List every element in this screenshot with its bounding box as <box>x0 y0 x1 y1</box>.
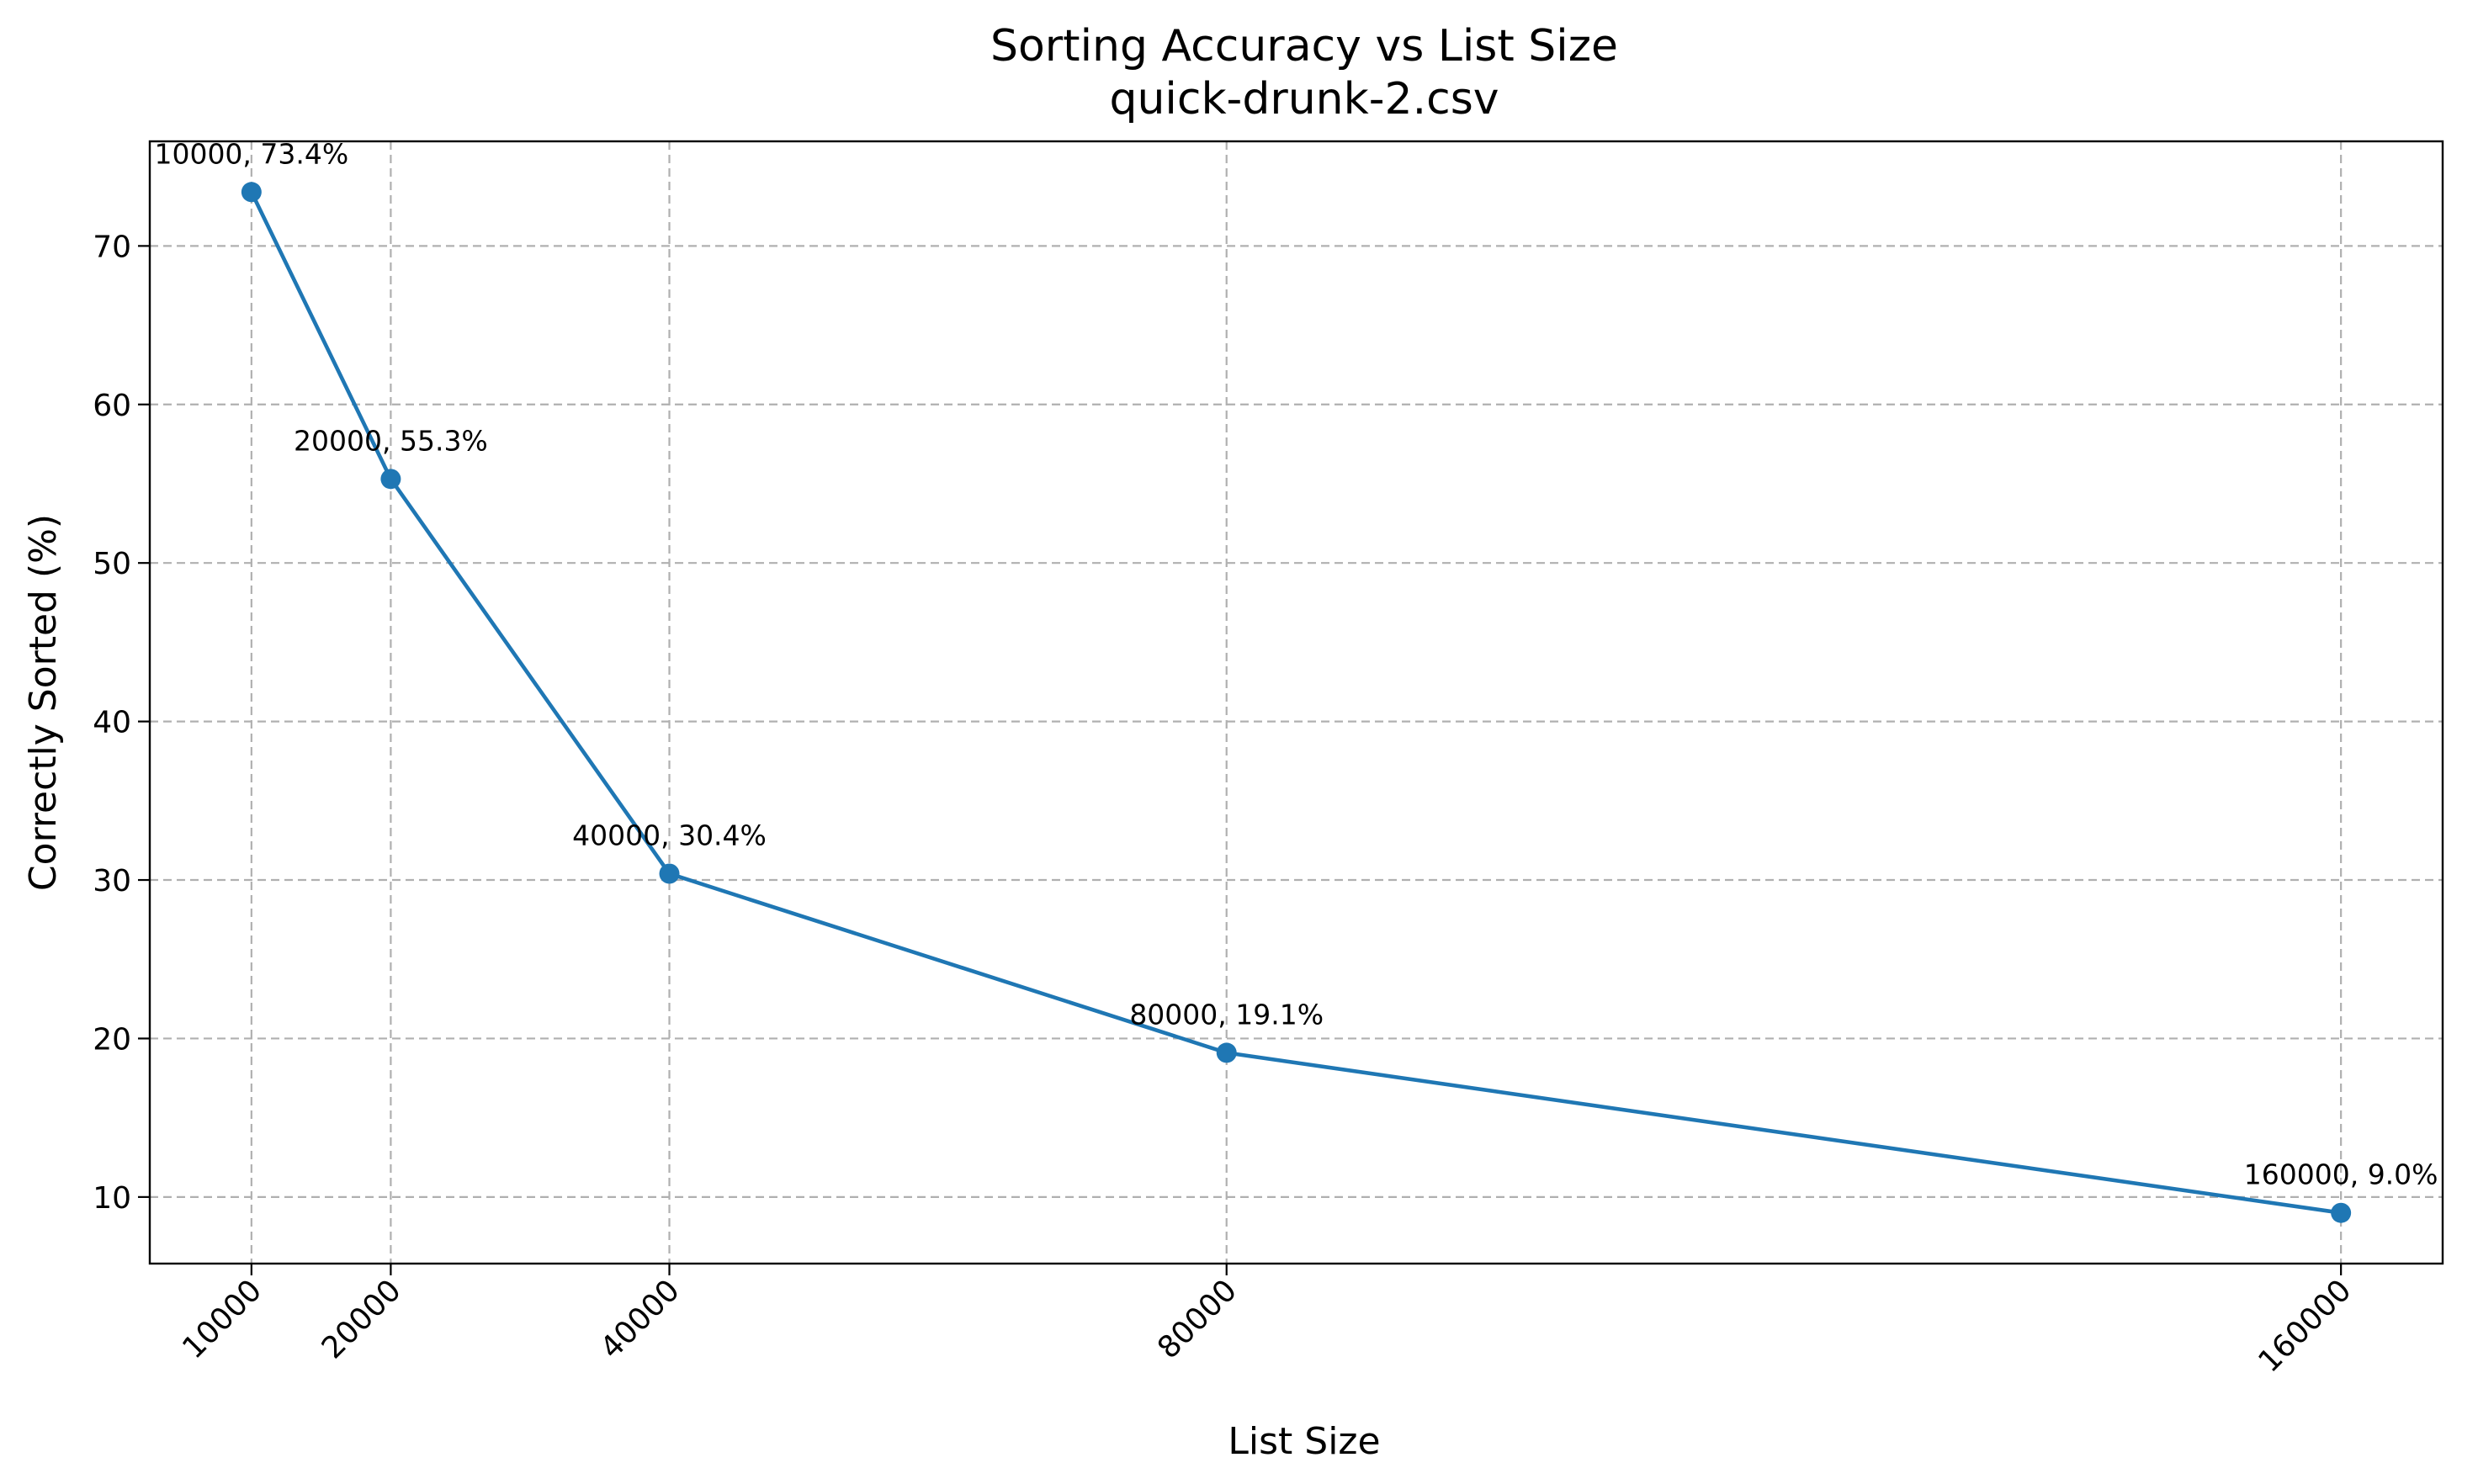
data-label: 40000, 30.4% <box>572 819 767 851</box>
data-point <box>2331 1202 2352 1223</box>
y-tick-label: 30 <box>93 864 131 898</box>
data-label: 160000, 9.0% <box>2244 1158 2438 1191</box>
chart-subtitle: quick-drunk-2.csv <box>1109 74 1499 125</box>
data-point <box>659 863 680 884</box>
y-tick-label: 50 <box>93 547 131 581</box>
y-axis-label: Correctly Sorted (%) <box>22 514 65 891</box>
y-tick-label: 40 <box>93 706 131 740</box>
grid <box>150 141 2443 1264</box>
data-point <box>380 469 401 490</box>
data-point <box>1216 1042 1237 1063</box>
data-label: 20000, 55.3% <box>294 424 488 457</box>
data-point <box>241 182 262 203</box>
y-tick-label: 60 <box>93 389 131 423</box>
x-axis-label: List Size <box>1228 1420 1380 1463</box>
series-0: 10000, 73.4% 20000, 55.3% 40000, 30.4% 8000… <box>154 137 2438 1223</box>
y-tick-label: 70 <box>93 230 131 264</box>
series: 10000, 73.4% 20000, 55.3% 40000, 30.4% 8000… <box>154 137 2438 1223</box>
chart-title: Sorting Accuracy vs List Size <box>990 21 1618 72</box>
y-tick-label: 10 <box>93 1181 131 1216</box>
plot-frame <box>148 140 2444 1265</box>
y-tick-label: 20 <box>93 1022 131 1057</box>
data-label: 80000, 19.1% <box>1129 998 1324 1031</box>
data-label: 10000, 73.4% <box>154 137 348 170</box>
